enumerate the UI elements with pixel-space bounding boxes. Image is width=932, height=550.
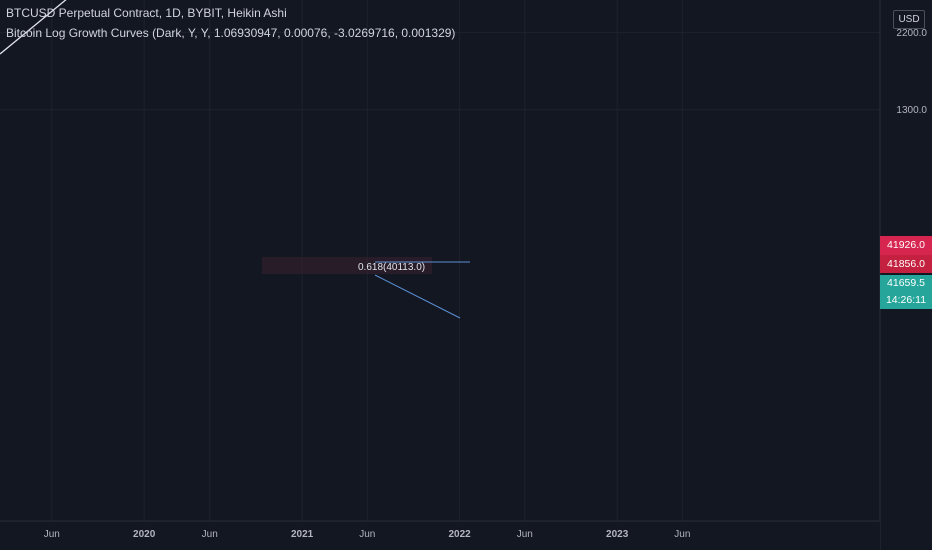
fib-box bbox=[262, 257, 432, 274]
currency-button[interactable]: USD bbox=[893, 10, 925, 29]
fib-top-label: 0.618(40113.0) bbox=[358, 262, 425, 273]
time-tick-label: Jun bbox=[44, 529, 60, 540]
time-tick-label: Jun bbox=[359, 529, 375, 540]
time-tick-label: 2021 bbox=[291, 529, 314, 540]
time-tick-label: Jun bbox=[517, 529, 533, 540]
time-tick-label: Jun bbox=[202, 529, 218, 540]
time-axis bbox=[0, 521, 880, 550]
channel-line bbox=[374, 274, 461, 319]
last-price-value: 41659.5 bbox=[887, 277, 925, 289]
price-tick-label: 1300.0 bbox=[896, 105, 927, 116]
time-tick-label: 2020 bbox=[133, 529, 156, 540]
price-tag-red: 41926.0 bbox=[880, 236, 932, 255]
time-tick-label: Jun bbox=[674, 529, 690, 540]
price-tick-label: 2200.0 bbox=[896, 28, 927, 39]
last-price-tag: 41659.5 14:26:11 bbox=[880, 275, 932, 309]
chart-title: BTCUSD Perpetual Contract, 1D, BYBIT, He… bbox=[6, 6, 287, 20]
indicator-legend[interactable]: Bitcoin Log Growth Curves (Dark, Y, Y, 1… bbox=[6, 26, 456, 40]
time-tick-label: 2022 bbox=[449, 529, 472, 540]
bar-countdown: 14:26:11 bbox=[885, 294, 927, 306]
time-tick-label: 2023 bbox=[606, 529, 629, 540]
price-tag-red-2: 41856.0 bbox=[880, 255, 932, 273]
